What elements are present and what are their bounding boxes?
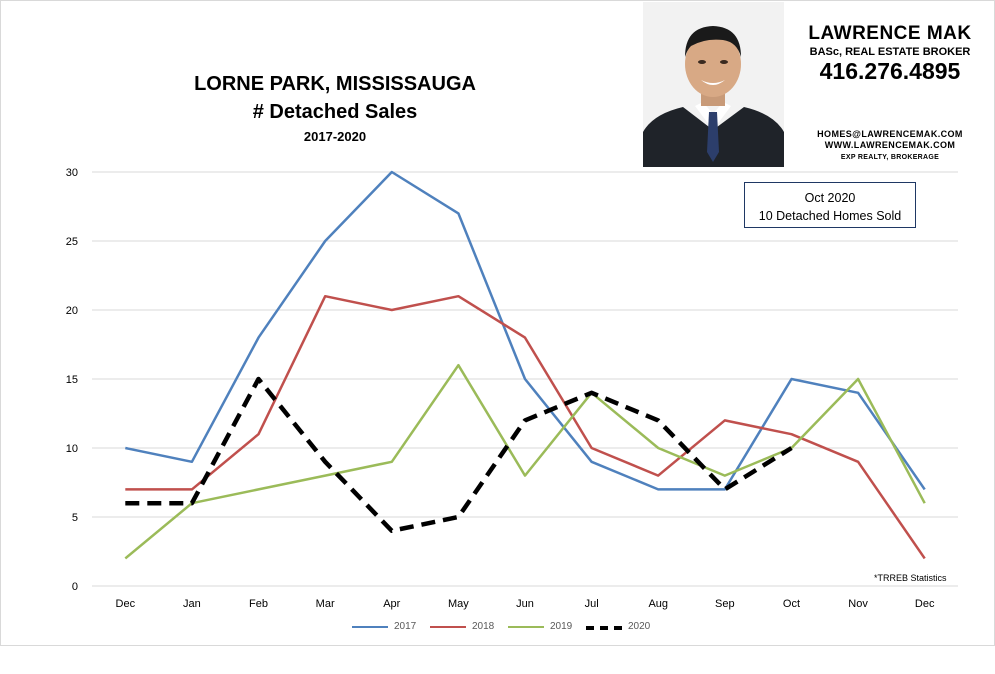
x-tick-label: May — [448, 598, 469, 610]
chart-title: LORNE PARK, MISSISSAUGA — [194, 73, 476, 95]
agent-email: HOMES@LAWRENCEMAK.COM — [817, 129, 963, 139]
legend-swatch — [352, 626, 388, 628]
chart-frame — [0, 0, 995, 646]
y-axis-ticks: 0 5 10 15 20 25 30 — [66, 167, 78, 593]
source-note: *TRREB Statistics — [874, 573, 947, 583]
y-tick-label: 15 — [66, 374, 78, 386]
callout-text: 10 Detached Homes Sold — [758, 209, 902, 223]
callout-month: Oct 2020 — [804, 191, 856, 205]
y-tick-label: 20 — [66, 305, 78, 317]
chart-date-range: 2017-2020 — [303, 129, 367, 144]
y-tick-label: 30 — [66, 167, 78, 179]
series-line-2019 — [124, 363, 926, 560]
x-tick-label: Mar — [316, 598, 335, 610]
legend-swatch — [586, 626, 622, 630]
legend-label: 2019 — [550, 621, 573, 632]
series-lines — [124, 170, 926, 560]
x-tick-label: Sep — [715, 598, 735, 610]
gridlines — [92, 171, 958, 587]
x-tick-label: Oct — [783, 598, 800, 610]
agent-credentials: BASc, REAL ESTATE BROKER — [809, 46, 971, 58]
x-tick-label: Jun — [516, 598, 534, 610]
legend-label: 2017 — [394, 621, 417, 632]
legend-label: 2020 — [628, 621, 651, 632]
y-tick-label: 5 — [72, 512, 78, 524]
legend-swatch — [430, 626, 466, 628]
agent-brokerage: EXP REALTY, BROKERAGE — [840, 154, 940, 161]
legend-swatch — [508, 626, 544, 628]
x-tick-label: Feb — [249, 598, 268, 610]
callout-box: Oct 2020 10 Detached Homes Sold — [744, 182, 916, 228]
x-tick-label: Apr — [383, 598, 400, 610]
y-tick-label: 0 — [72, 581, 78, 593]
legend-label: 2018 — [472, 621, 495, 632]
x-axis-ticks: Dec Jan Feb Mar Apr May Jun Jul Aug Sep Oct Nov Dec — [116, 598, 935, 610]
y-tick-label: 25 — [66, 236, 78, 248]
x-tick-label: Dec — [116, 598, 136, 610]
agent-name: LAWRENCE MAK — [808, 23, 972, 44]
x-tick-label: Jan — [183, 598, 201, 610]
agent-phone: 416.276.4895 — [819, 58, 961, 84]
chart-subtitle: # Detached Sales — [252, 101, 418, 123]
x-tick-label: Dec — [915, 598, 935, 610]
y-tick-label: 10 — [66, 443, 78, 455]
x-tick-label: Aug — [648, 598, 668, 610]
agent-photo — [643, 2, 784, 167]
agent-website: WWW.LAWRENCEMAK.COM — [824, 140, 956, 150]
x-tick-label: Nov — [848, 598, 868, 610]
x-tick-label: Jul — [585, 598, 599, 610]
series-line-2020 — [125, 376, 793, 534]
chart-title-block: LORNE PARK, MISSISSAUGA # Detached Sales… — [170, 70, 500, 148]
series-line-2018 — [125, 294, 926, 560]
